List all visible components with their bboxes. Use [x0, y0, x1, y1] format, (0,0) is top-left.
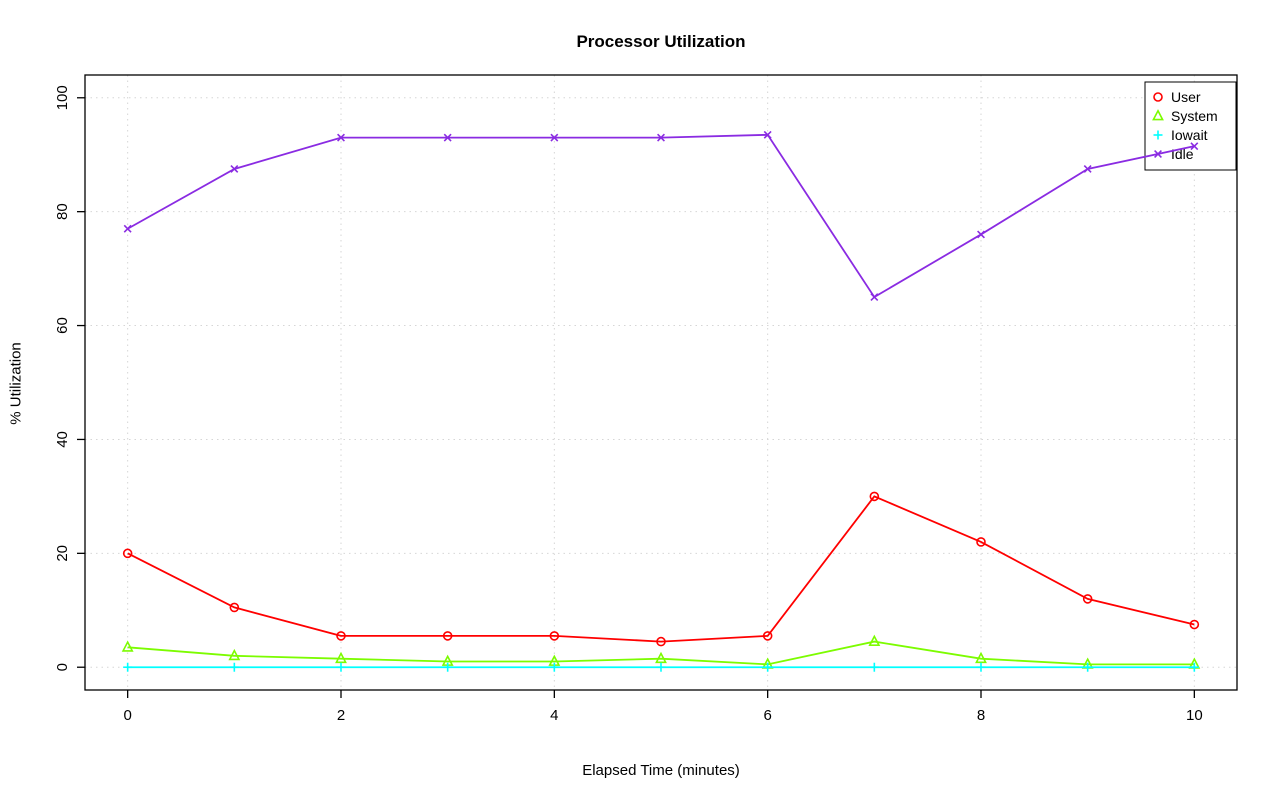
- plot-border: [84, 74, 1238, 691]
- y-tick-label: 80: [54, 203, 71, 220]
- legend-item-label: Iowait: [1171, 127, 1208, 143]
- marker-triangle: [228, 648, 241, 661]
- marker-triangle: [655, 651, 667, 664]
- marker-triangle: [335, 651, 347, 664]
- x-axis-label: Elapsed Time (minutes): [582, 762, 740, 779]
- y-axis-label: % Utilization: [7, 342, 25, 425]
- legend-item-label: User: [1171, 89, 1201, 105]
- x-tick-label: 6: [763, 707, 771, 724]
- x-tick-label: 8: [977, 707, 985, 724]
- marker-triangle: [868, 634, 881, 646]
- series-line: [127, 640, 1195, 666]
- marker-triangle: [1152, 109, 1164, 121]
- chart-title: Processor Utilization: [576, 32, 746, 51]
- y-tick-label: 100: [54, 85, 71, 110]
- marker-x: [1190, 142, 1199, 151]
- marker-circle: [1153, 92, 1163, 102]
- series-user: [122, 491, 1200, 647]
- marker-x: [123, 224, 132, 233]
- gridlines: [85, 75, 1237, 690]
- marker-circle: [549, 631, 560, 641]
- legend-box: [1144, 81, 1237, 171]
- marker-x: [870, 293, 879, 302]
- y-tick-label: 40: [54, 431, 71, 448]
- series-line: [127, 133, 1195, 299]
- marker-circle: [1082, 594, 1093, 604]
- series-iowait: [123, 662, 1199, 672]
- marker-circle: [656, 636, 666, 647]
- x-tick-label: 0: [123, 707, 131, 724]
- marker-triangle: [121, 640, 134, 652]
- marker-circle: [762, 631, 773, 641]
- marker-triangle: [975, 651, 987, 664]
- y-tick-label: 60: [54, 317, 71, 334]
- marker-x: [337, 133, 345, 142]
- marker-circle: [442, 631, 453, 641]
- series-idle: [123, 130, 1199, 302]
- x-tick-label: 2: [337, 707, 345, 724]
- series-line: [127, 495, 1195, 643]
- marker-circle: [336, 631, 346, 641]
- marker-circle: [122, 548, 133, 559]
- legend-item-label: System: [1171, 108, 1218, 124]
- x-tick-label: 10: [1186, 707, 1203, 724]
- marker-x: [1083, 164, 1092, 173]
- y-tick-label: 0: [54, 663, 71, 671]
- marker-x: [977, 230, 985, 239]
- marker-x: [763, 130, 772, 139]
- marker-x: [443, 133, 452, 142]
- marker-circle: [869, 491, 880, 502]
- marker-x: [230, 164, 239, 173]
- marker-circle: [976, 537, 986, 547]
- marker-circle: [229, 602, 240, 613]
- x-tick-label: 4: [550, 707, 558, 724]
- marker-circle: [1189, 619, 1200, 630]
- y-tick-label: 20: [54, 545, 71, 562]
- marker-x: [550, 133, 559, 142]
- marker-x: [657, 133, 665, 142]
